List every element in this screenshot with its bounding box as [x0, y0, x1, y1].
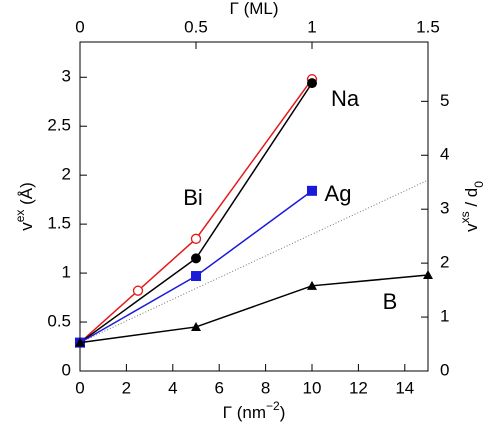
y-tick-label: 1	[62, 263, 71, 282]
label-part: v	[462, 223, 481, 232]
x2-tick-label: 0	[75, 17, 84, 36]
x-tick-label: 10	[303, 378, 322, 397]
label-part: )	[280, 403, 286, 422]
y2-axis-label: vxs / d0	[458, 181, 486, 232]
reference-line	[79, 179, 429, 344]
x-tick-label: 0	[75, 378, 84, 397]
x2-axis-label: Γ (ML)	[229, 0, 278, 18]
marker	[132, 285, 144, 296]
y2-tick-label: 4	[440, 145, 449, 164]
y-axis-label: vex (Å)	[13, 182, 36, 231]
label-part: Γ (ML)	[229, 0, 278, 18]
x-tick-label: 2	[122, 378, 131, 397]
y-tick-label: 0.5	[47, 312, 71, 331]
label-part: v	[17, 222, 36, 231]
y-tick-label: 2	[62, 165, 71, 184]
label-part: ex	[13, 210, 27, 223]
x-tick-label: 12	[349, 378, 368, 397]
marker	[191, 271, 201, 282]
label-part: / d	[462, 188, 481, 212]
y-tick-label: 0	[62, 360, 71, 379]
x-axis-label: Γ (nm−2)	[223, 399, 286, 422]
marker	[75, 337, 85, 347]
y2-tick-label: 3	[440, 199, 449, 218]
series-line	[79, 274, 429, 344]
y2-tick-label: 5	[440, 91, 449, 110]
marker	[307, 185, 317, 196]
marker	[307, 280, 317, 290]
x-tick-label: 4	[168, 378, 177, 397]
series-label: Ag	[325, 181, 352, 206]
series-line	[79, 190, 313, 344]
y-tick-label: 1.5	[47, 214, 71, 233]
series-label: Na	[331, 86, 360, 111]
marker	[191, 253, 201, 264]
label-part: (Å)	[17, 182, 36, 209]
marker	[190, 233, 202, 244]
marker	[423, 270, 433, 280]
x2-tick-label: 0.5	[184, 17, 208, 36]
marker	[307, 78, 317, 89]
x-tick-label: 6	[214, 378, 223, 397]
series-line	[79, 82, 313, 344]
label-part: −2	[266, 399, 280, 413]
y-tick-label: 2.5	[47, 116, 71, 135]
label-part: xs	[458, 211, 472, 223]
y2-tick-label: 0	[440, 360, 449, 379]
x2-tick-label: 1.5	[416, 17, 440, 36]
label-part: 0	[472, 181, 486, 188]
x-tick-label: 14	[395, 378, 414, 397]
marker	[191, 321, 201, 331]
y2-tick-label: 2	[440, 253, 449, 272]
series-label: B	[383, 289, 398, 314]
y-tick-label: 3	[62, 67, 71, 86]
x2-tick-label: 1	[307, 17, 316, 36]
y2-tick-label: 1	[440, 307, 449, 326]
plot-frame	[79, 41, 429, 372]
series-line	[79, 78, 313, 344]
series-label: Bi	[183, 185, 203, 210]
label-part: Γ (nm	[223, 403, 266, 422]
x-tick-label: 8	[261, 378, 270, 397]
